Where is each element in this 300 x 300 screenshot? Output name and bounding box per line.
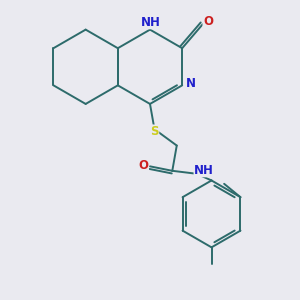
Text: NH: NH (194, 164, 214, 177)
Text: S: S (150, 125, 159, 138)
Text: O: O (139, 159, 148, 172)
Text: NH: NH (141, 16, 160, 29)
Text: N: N (185, 77, 196, 90)
Text: O: O (203, 15, 213, 28)
